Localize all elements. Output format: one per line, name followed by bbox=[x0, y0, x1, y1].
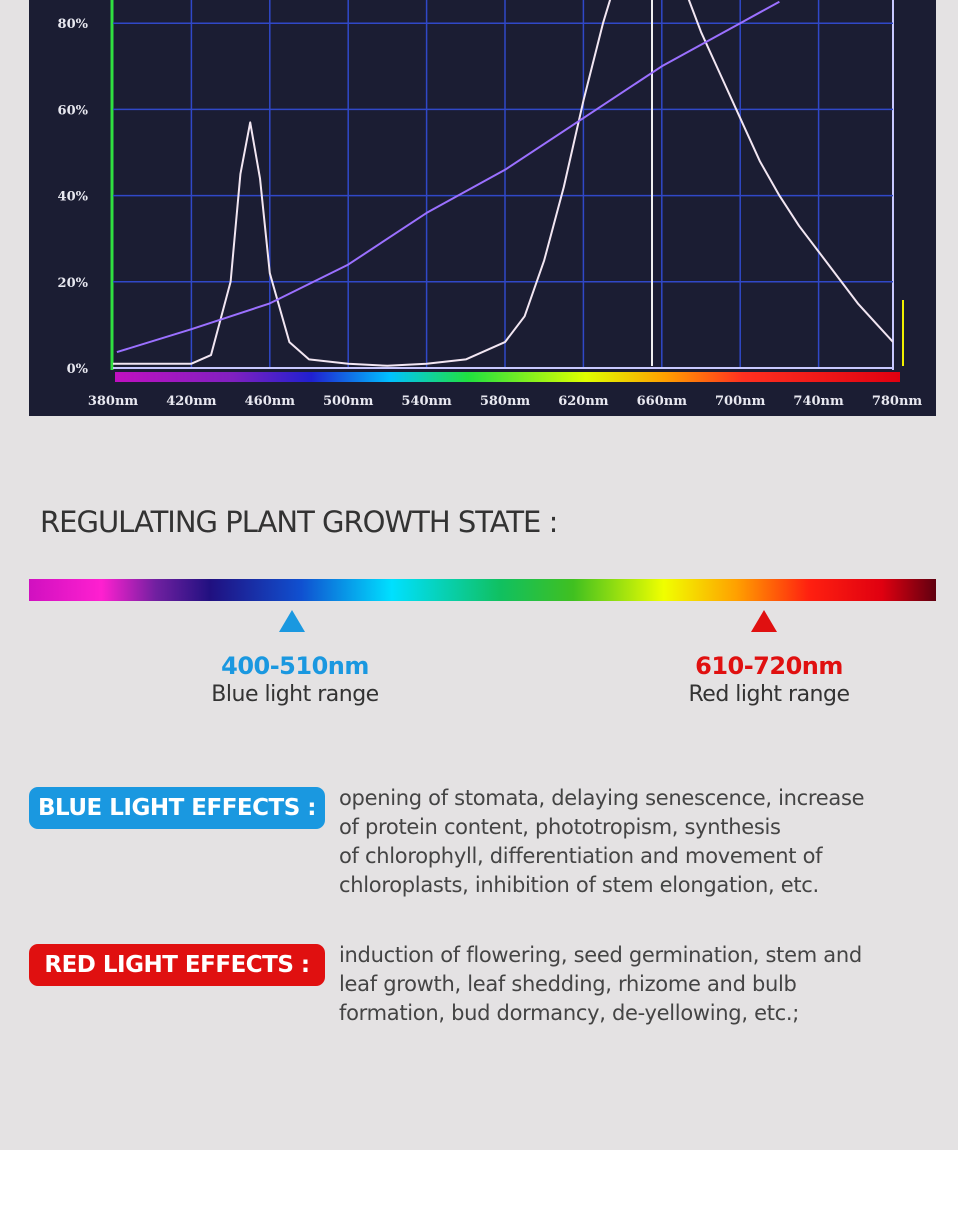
range-label: Red light range bbox=[688, 682, 850, 707]
y-tick-label: 0% bbox=[67, 362, 89, 377]
red-marker bbox=[751, 610, 777, 632]
y-tick-label: 40% bbox=[58, 190, 89, 205]
x-tick-label: 380nm bbox=[88, 394, 139, 409]
chart-background bbox=[29, 0, 936, 416]
x-tick-label: 500nm bbox=[323, 394, 374, 409]
x-tick-label: 780nm bbox=[872, 394, 923, 409]
spectrum-bar bbox=[115, 372, 900, 382]
x-tick-label: 540nm bbox=[401, 394, 452, 409]
effects-text: opening of stomata, delaying senescence,… bbox=[339, 784, 939, 900]
text-line: opening of stomata, delaying senescence,… bbox=[339, 786, 865, 810]
effects-text: induction of flowering, seed germination… bbox=[339, 941, 939, 1028]
x-tick-label: 700nm bbox=[715, 394, 766, 409]
x-tick-label: 420nm bbox=[166, 394, 217, 409]
effects-badge: RED LIGHT EFFECTS : bbox=[29, 944, 325, 986]
red-range: 610-720nm Red light range bbox=[619, 650, 919, 708]
spectrum-chart: 0% 20% 40% 60% 80% 380nm 420nm 460nm 500nm 540nm 5… bbox=[29, 0, 936, 416]
y-tick-label: 60% bbox=[58, 103, 89, 118]
range-value: 610-720nm bbox=[695, 652, 843, 680]
spectrum-curve bbox=[113, 0, 893, 367]
spectrum-curve bbox=[116, 0, 780, 354]
text-line: formation, bud dormancy, de-yellowing, e… bbox=[339, 1001, 800, 1025]
text-line: induction of flowering, seed germination… bbox=[339, 943, 862, 967]
heading: REGULATING PLANT GROWTH STATE : bbox=[40, 505, 558, 539]
text-line: of chlorophyll, differentiation and move… bbox=[339, 844, 823, 868]
y-tick-label: 20% bbox=[58, 276, 89, 291]
y-tick-label: 80% bbox=[58, 17, 89, 32]
text-line: of protein content, phototropism, synthe… bbox=[339, 815, 781, 839]
x-tick-label: 460nm bbox=[245, 394, 296, 409]
text-line: chloroplasts, inhibition of stem elongat… bbox=[339, 873, 819, 897]
range-label: Blue light range bbox=[211, 682, 379, 707]
x-tick-label: 620nm bbox=[558, 394, 609, 409]
blue-range: 400-510nm Blue light range bbox=[145, 650, 445, 708]
x-tick-label: 580nm bbox=[480, 394, 531, 409]
text-line: leaf growth, leaf shedding, rhizome and … bbox=[339, 972, 797, 996]
x-tick-label: 740nm bbox=[793, 394, 844, 409]
page: 0% 20% 40% 60% 80% 380nm 420nm 460nm 500nm 540nm 5… bbox=[0, 0, 958, 1150]
effects-badge: BLUE LIGHT EFFECTS : bbox=[29, 787, 325, 829]
range-value: 400-510nm bbox=[221, 652, 369, 680]
blue-marker bbox=[279, 610, 305, 632]
spectrum-gradient bbox=[29, 579, 936, 601]
x-tick-label: 660nm bbox=[637, 394, 688, 409]
